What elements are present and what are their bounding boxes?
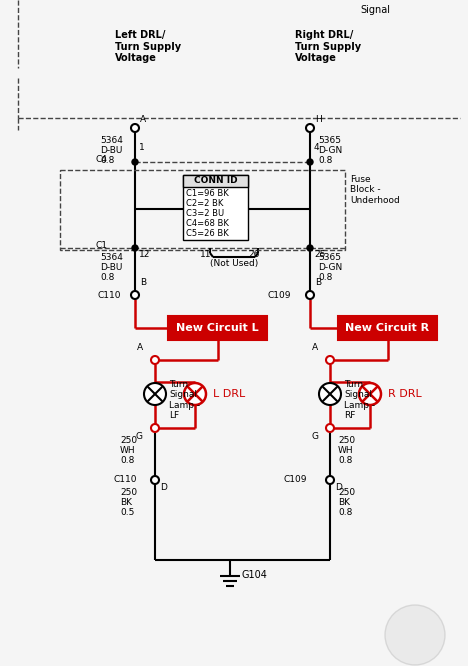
FancyBboxPatch shape	[183, 175, 248, 187]
Text: WH: WH	[120, 446, 136, 455]
Circle shape	[144, 383, 166, 405]
Text: 5365: 5365	[318, 136, 341, 145]
Text: C1=96 BK: C1=96 BK	[186, 189, 229, 198]
Text: D-GN: D-GN	[318, 263, 342, 272]
Text: R DRL: R DRL	[388, 389, 422, 399]
Text: Right DRL/
Turn Supply
Voltage: Right DRL/ Turn Supply Voltage	[295, 30, 361, 63]
Text: BK: BK	[338, 498, 350, 507]
Text: (Not Used): (Not Used)	[210, 259, 258, 268]
Text: C109: C109	[268, 290, 292, 300]
Text: 5365: 5365	[318, 253, 341, 262]
Circle shape	[151, 356, 159, 364]
Text: New Circuit L: New Circuit L	[176, 323, 259, 333]
Text: 0.8: 0.8	[318, 273, 332, 282]
Text: A: A	[137, 343, 143, 352]
Circle shape	[131, 124, 139, 132]
Text: D: D	[335, 483, 342, 492]
Circle shape	[307, 159, 313, 165]
Text: Turn
Signal
Lamp -
LF: Turn Signal Lamp - LF	[169, 380, 200, 420]
Circle shape	[151, 424, 159, 432]
Circle shape	[132, 245, 138, 251]
Text: New Circuit R: New Circuit R	[345, 323, 430, 333]
Text: WH: WH	[338, 446, 354, 455]
Text: G: G	[136, 432, 143, 441]
Circle shape	[326, 476, 334, 484]
Text: C2=2 BK: C2=2 BK	[186, 199, 223, 208]
Text: C5=26 BK: C5=26 BK	[186, 229, 229, 238]
Text: 250: 250	[338, 488, 355, 497]
Text: 26: 26	[249, 250, 260, 259]
Circle shape	[359, 383, 381, 405]
Text: 5364: 5364	[100, 253, 123, 262]
Text: 25: 25	[314, 250, 325, 259]
Circle shape	[326, 424, 334, 432]
Text: L DRL: L DRL	[213, 389, 245, 399]
Bar	[60, 170, 345, 250]
Text: Left DRL/
Turn Supply
Voltage: Left DRL/ Turn Supply Voltage	[115, 30, 181, 63]
Text: D-GN: D-GN	[318, 146, 342, 155]
Text: C1: C1	[95, 242, 107, 250]
FancyBboxPatch shape	[168, 316, 267, 340]
Circle shape	[306, 291, 314, 299]
Circle shape	[307, 245, 313, 251]
Text: 250: 250	[120, 488, 137, 497]
Text: C4=68 BK: C4=68 BK	[186, 219, 229, 228]
Text: 5364: 5364	[100, 136, 123, 145]
FancyBboxPatch shape	[183, 175, 248, 240]
Circle shape	[306, 124, 314, 132]
Text: 4: 4	[314, 143, 320, 152]
Text: D: D	[160, 483, 167, 492]
Circle shape	[131, 291, 139, 299]
Text: A: A	[140, 115, 146, 124]
Text: C3=2 BU: C3=2 BU	[186, 209, 224, 218]
Text: Fuse
Block -
Underhood: Fuse Block - Underhood	[350, 175, 400, 205]
Text: 0.8: 0.8	[100, 156, 114, 165]
Text: Signal: Signal	[360, 5, 390, 15]
Text: 0.5: 0.5	[120, 508, 134, 517]
Text: B: B	[140, 278, 146, 287]
Text: 0.8: 0.8	[338, 508, 352, 517]
Text: 1: 1	[139, 143, 145, 152]
Text: G104: G104	[242, 570, 268, 580]
Text: CONN ID: CONN ID	[194, 176, 237, 185]
Circle shape	[184, 383, 206, 405]
Text: A: A	[312, 343, 318, 352]
Circle shape	[326, 356, 334, 364]
Text: 0.8: 0.8	[338, 456, 352, 465]
Text: 250: 250	[338, 436, 355, 445]
Text: 250: 250	[120, 436, 137, 445]
Text: Turn
Signal
Lamp -
RF: Turn Signal Lamp - RF	[344, 380, 375, 420]
Text: B: B	[315, 278, 321, 287]
Text: D-BU: D-BU	[100, 263, 122, 272]
Text: C4: C4	[95, 155, 107, 165]
Circle shape	[319, 383, 341, 405]
Text: 0.8: 0.8	[318, 156, 332, 165]
Text: D-BU: D-BU	[100, 146, 122, 155]
FancyBboxPatch shape	[338, 316, 437, 340]
Text: 11: 11	[200, 250, 212, 259]
Text: 0.8: 0.8	[120, 456, 134, 465]
Text: C110: C110	[113, 476, 137, 484]
Text: 0.8: 0.8	[100, 273, 114, 282]
Text: C109: C109	[284, 476, 307, 484]
Text: H: H	[315, 115, 322, 124]
Text: BK: BK	[120, 498, 132, 507]
Text: G: G	[311, 432, 318, 441]
Circle shape	[385, 605, 445, 665]
Text: 12: 12	[139, 250, 150, 259]
Circle shape	[151, 476, 159, 484]
Text: C110: C110	[97, 290, 120, 300]
Circle shape	[132, 159, 138, 165]
